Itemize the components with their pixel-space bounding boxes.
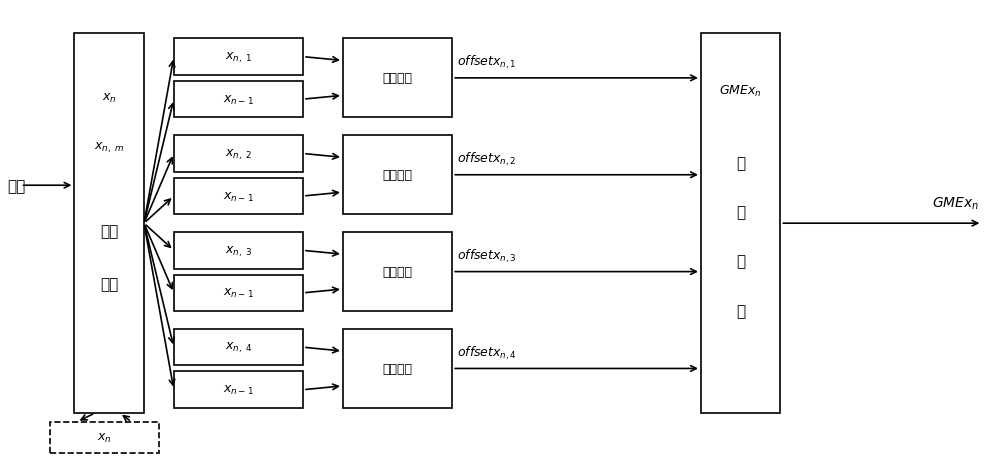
- Bar: [174, 329, 303, 366]
- Bar: [50, 422, 159, 454]
- Text: 模块: 模块: [100, 277, 118, 292]
- Text: $GMEx_n$: $GMEx_n$: [932, 196, 979, 212]
- Bar: [343, 329, 452, 408]
- Text: $GMEx_n$: $GMEx_n$: [719, 84, 762, 99]
- Text: $offsetx_{n,4}$: $offsetx_{n,4}$: [457, 343, 517, 361]
- Text: $x_{n-1}$: $x_{n-1}$: [223, 287, 254, 300]
- Text: $x_{n-1}$: $x_{n-1}$: [223, 190, 254, 203]
- Text: 模: 模: [736, 254, 745, 269]
- Text: $x_{n,\ 4}$: $x_{n,\ 4}$: [225, 340, 252, 355]
- Text: $x_{n,\ 2}$: $x_{n,\ 2}$: [225, 147, 252, 161]
- Text: 匹配模块: 匹配模块: [383, 72, 413, 85]
- Text: $offsetx_{n,2}$: $offsetx_{n,2}$: [457, 150, 517, 168]
- Text: $x_{n-1}$: $x_{n-1}$: [223, 383, 254, 397]
- Text: 计: 计: [736, 156, 745, 170]
- Text: 算: 算: [736, 205, 745, 220]
- Bar: [343, 233, 452, 311]
- Bar: [174, 39, 303, 76]
- Text: 匹配模块: 匹配模块: [383, 362, 413, 375]
- Text: $x_{n,\ 3}$: $x_{n,\ 3}$: [225, 244, 252, 258]
- Bar: [701, 34, 780, 413]
- Bar: [74, 34, 144, 413]
- Text: 统计: 统计: [100, 224, 118, 239]
- Text: $offsetx_{n,1}$: $offsetx_{n,1}$: [457, 53, 517, 71]
- Text: 块: 块: [736, 303, 745, 318]
- Text: 匹配模块: 匹配模块: [383, 169, 413, 182]
- Text: $offsetx_{n,3}$: $offsetx_{n,3}$: [457, 247, 517, 264]
- Bar: [343, 39, 452, 118]
- Bar: [174, 233, 303, 269]
- Text: $x_{n,\ m}$: $x_{n,\ m}$: [94, 141, 124, 155]
- Bar: [174, 372, 303, 408]
- Bar: [174, 275, 303, 311]
- Text: $x_{n-1}$: $x_{n-1}$: [223, 93, 254, 107]
- Text: $x_n$: $x_n$: [102, 92, 117, 105]
- Bar: [343, 136, 452, 215]
- Bar: [174, 82, 303, 118]
- Text: 视频: 视频: [8, 178, 26, 193]
- Bar: [174, 136, 303, 172]
- Text: $x_n$: $x_n$: [97, 431, 112, 444]
- Text: $x_{n,\ 1}$: $x_{n,\ 1}$: [225, 50, 252, 65]
- Bar: [174, 178, 303, 215]
- Text: 匹配模块: 匹配模块: [383, 266, 413, 278]
